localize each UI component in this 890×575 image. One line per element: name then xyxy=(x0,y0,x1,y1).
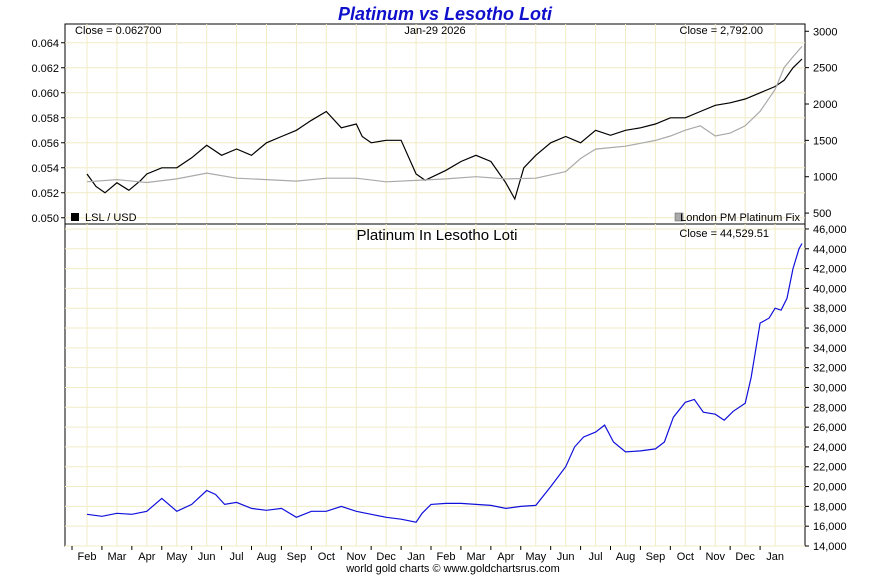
left-y-tick-label: 0.052 xyxy=(31,188,59,200)
left-y-tick-label: 0.050 xyxy=(31,213,59,225)
bottom-y-tick-label: 20,000 xyxy=(813,482,847,494)
x-tick-label: Jan xyxy=(766,551,784,563)
bottom-y-tick-label: 44,000 xyxy=(813,244,847,256)
top-gridlines xyxy=(65,24,805,224)
bottom-y-tick-label: 22,000 xyxy=(813,462,847,474)
bottom-y-tick-label: 28,000 xyxy=(813,402,847,414)
bottom-y-tick-label: 38,000 xyxy=(813,303,847,315)
bottom-gridlines xyxy=(65,224,805,547)
bottom-y-tick-label: 14,000 xyxy=(813,541,847,553)
left-close-label: Close = 0.062700 xyxy=(75,25,162,37)
bottom-chart-title: Platinum In Lesotho Loti xyxy=(357,227,518,244)
bottom-right-axis: 46,000 44,000 42,000 40,000 38,000 36,000 34,0… xyxy=(805,224,847,553)
footer-credit: world gold charts © www.goldchartsrus.co… xyxy=(345,563,560,575)
top-panel-frame xyxy=(64,23,806,225)
x-tick-label: Jun xyxy=(198,551,216,563)
legend-label-lsl: LSL / USD xyxy=(85,212,137,224)
left-y-tick-label: 0.054 xyxy=(31,163,59,175)
top-left-axis: 0.064 0.062 0.060 0.058 0.056 0.054 0.052 0.050 xyxy=(31,38,65,225)
left-y-tick-label: 0.060 xyxy=(31,88,59,100)
x-tick-label: Apr xyxy=(138,551,155,563)
right-y-tick-label: 1500 xyxy=(813,135,837,147)
bottom-close-label: Close = 44,529.51 xyxy=(679,228,769,240)
platinum-loti-line xyxy=(86,243,803,523)
x-tick-label: Aug xyxy=(616,551,636,563)
x-tick-label: Oct xyxy=(677,551,694,563)
legend-swatch-platinum xyxy=(674,212,684,222)
top-panel: 0.064 0.062 0.060 0.058 0.056 0.054 0.052 0.050… xyxy=(31,23,837,225)
x-tick-label: Feb xyxy=(437,551,456,563)
x-tick-label: Jan xyxy=(407,551,425,563)
x-tick-label: Jul xyxy=(230,551,244,563)
x-tick-label: Sep xyxy=(287,551,307,563)
bottom-y-tick-label: 30,000 xyxy=(813,382,847,394)
right-y-tick-label: 500 xyxy=(813,208,831,220)
x-tick-label: Aug xyxy=(257,551,277,563)
x-tick-label: Apr xyxy=(497,551,514,563)
bottom-y-tick-label: 34,000 xyxy=(813,343,847,355)
bottom-y-tick-label: 42,000 xyxy=(813,264,847,276)
x-axis: Feb Mar Apr May Jun Jul Aug Sep Oct Nov Dec Jan Feb M… xyxy=(71,546,784,563)
right-y-tick-label: 1000 xyxy=(813,172,837,184)
x-tick-label: Feb xyxy=(78,551,97,563)
x-tick-label: May xyxy=(525,551,546,563)
lsl-usd-line xyxy=(86,58,803,201)
bottom-y-tick-label: 36,000 xyxy=(813,323,847,335)
platinum-fix-line xyxy=(86,46,803,184)
x-tick-label: Jun xyxy=(557,551,575,563)
bottom-y-tick-label: 26,000 xyxy=(813,422,847,434)
x-tick-label: Sep xyxy=(646,551,666,563)
right-close-label: Close = 2,792.00 xyxy=(680,25,763,37)
x-tick-label: Nov xyxy=(346,551,366,563)
left-y-tick-label: 0.064 xyxy=(31,38,59,50)
x-tick-label: Nov xyxy=(705,551,725,563)
bottom-y-tick-label: 24,000 xyxy=(813,442,847,454)
bottom-y-tick-label: 40,000 xyxy=(813,283,847,295)
x-tick-label: Oct xyxy=(318,551,335,563)
x-tick-label: Mar xyxy=(107,551,126,563)
left-y-tick-label: 0.058 xyxy=(31,113,59,125)
chart-title: Platinum vs Lesotho Loti xyxy=(338,4,553,24)
bottom-y-tick-label: 32,000 xyxy=(813,363,847,375)
legend-swatch-lsl xyxy=(71,213,79,221)
bottom-y-tick-label: 16,000 xyxy=(813,521,847,533)
top-series xyxy=(86,46,803,201)
x-tick-label: Dec xyxy=(376,551,396,563)
right-y-tick-label: 2000 xyxy=(813,99,837,111)
x-tick-label: Dec xyxy=(735,551,755,563)
date-label: Jan-29 2026 xyxy=(404,25,465,37)
bottom-y-tick-label: 46,000 xyxy=(813,224,847,236)
legend-label-platinum: London PM Platinum Fix xyxy=(680,212,800,224)
bottom-y-tick-label: 18,000 xyxy=(813,501,847,513)
bottom-panel: 46,000 44,000 42,000 40,000 38,000 36,000 34,0… xyxy=(64,223,847,553)
left-y-tick-label: 0.062 xyxy=(31,63,59,75)
left-y-tick-label: 0.056 xyxy=(31,138,59,150)
top-right-axis: 3000 2500 2000 1500 1000 500 xyxy=(805,26,837,220)
x-tick-label: Mar xyxy=(466,551,485,563)
right-y-tick-label: 2500 xyxy=(813,63,837,75)
right-y-tick-label: 3000 xyxy=(813,26,837,38)
x-tick-label: May xyxy=(166,551,187,563)
bottom-series xyxy=(86,243,803,523)
x-tick-label: Jul xyxy=(589,551,603,563)
bottom-panel-frame xyxy=(64,223,806,547)
